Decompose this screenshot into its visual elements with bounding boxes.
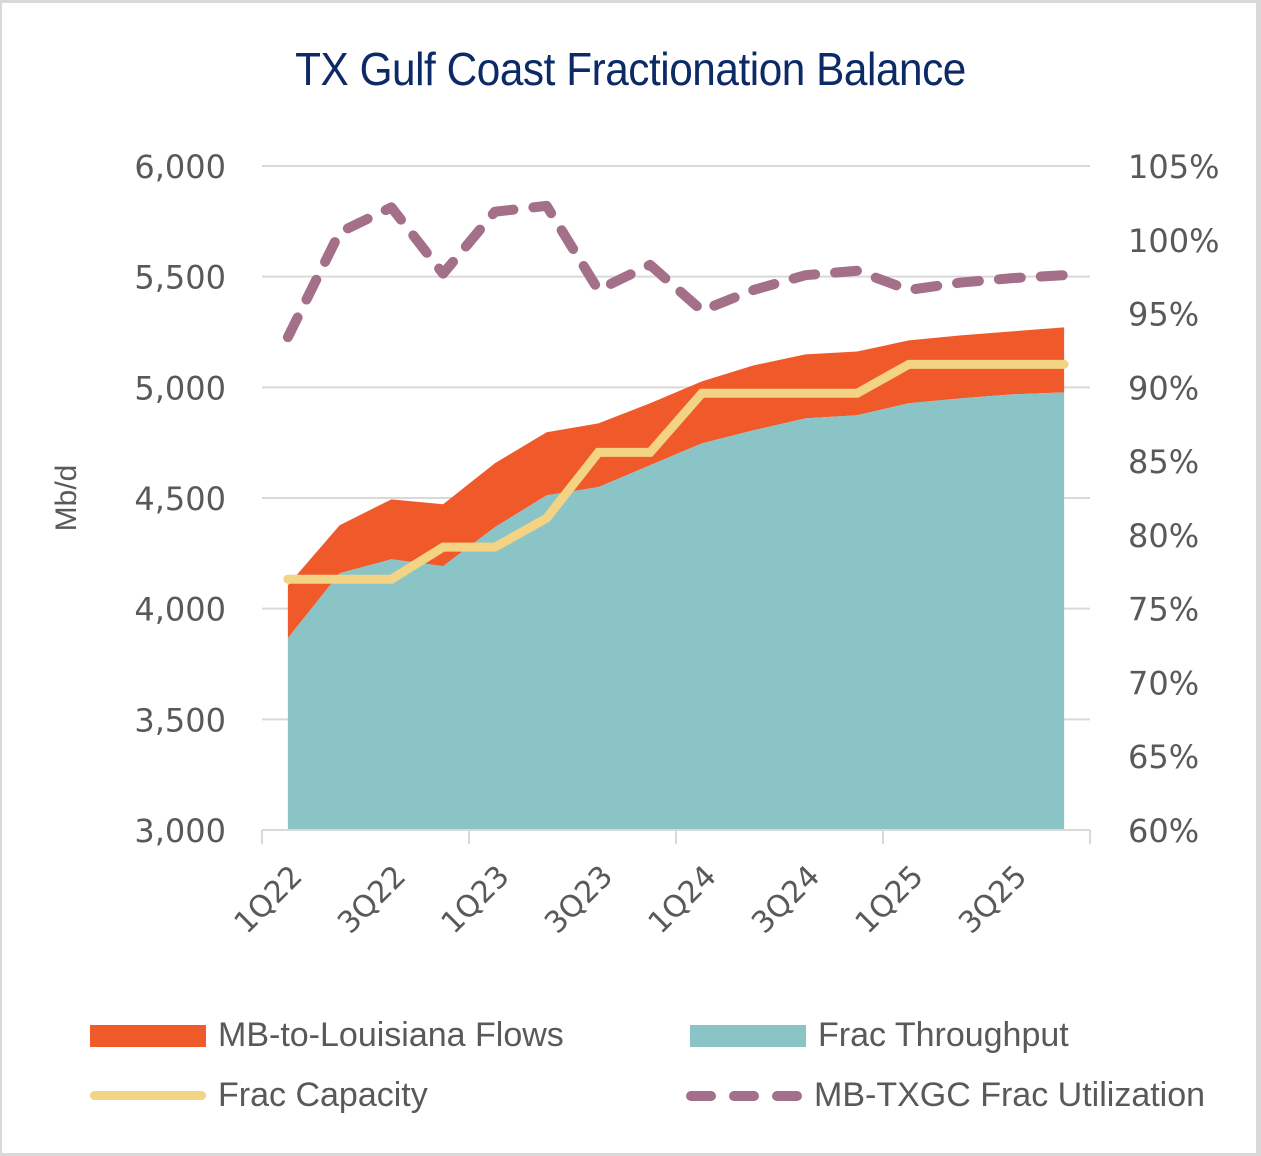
x-tick-label: 1Q25 <box>849 859 931 941</box>
y2-tick-label: 80% <box>1128 517 1199 555</box>
y2-tick-label: 95% <box>1128 296 1199 334</box>
line-layers <box>282 200 1070 584</box>
x-tick-label: 1Q24 <box>642 859 724 941</box>
legend-item-frac-utilization[interactable]: MB-TXGC Frac Utilization <box>686 1076 1205 1115</box>
legend-label: Frac Throughput <box>818 1016 1069 1054</box>
y-axis-label: Mb/d <box>50 465 83 532</box>
y2-tick-label: 70% <box>1128 664 1199 702</box>
legend-label: MB-to-Louisiana Flows <box>218 1016 564 1054</box>
y2-tick-label: 105% <box>1128 148 1219 186</box>
x-tick-label: 1Q22 <box>228 859 310 941</box>
x-tick-label: 3Q22 <box>331 859 413 941</box>
legend-swatch-dash <box>686 1090 802 1101</box>
legend-label: MB-TXGC Frac Utilization <box>814 1076 1206 1114</box>
y-tick-label: 5,500 <box>134 259 226 297</box>
y-tick-label: 3,000 <box>134 812 226 850</box>
y-tick-label: 6,000 <box>134 148 226 186</box>
chart-title: TX Gulf Coast Fractionation Balance <box>295 43 966 95</box>
legend-swatch-orange <box>90 1024 206 1047</box>
legend-label: Frac Capacity <box>218 1076 428 1114</box>
y-tick-label: 4,000 <box>134 591 226 629</box>
legend-swatch-line <box>90 1091 206 1100</box>
legend-swatch-teal <box>690 1024 806 1047</box>
y2-tick-label: 90% <box>1128 369 1199 407</box>
y2-tick-label: 100% <box>1128 222 1219 260</box>
legend-item-frac-capacity[interactable]: Frac Capacity <box>90 1076 428 1115</box>
line-frac-capacity <box>283 359 1069 584</box>
area-mb-to-louisiana <box>287 327 1065 639</box>
y2-tick-label: 60% <box>1128 812 1199 850</box>
x-tick-label: 1Q23 <box>435 859 517 941</box>
line-frac-utilization <box>282 200 1070 343</box>
legend-item-mb-to-louisiana[interactable]: MB-to-Louisiana Flows <box>90 1016 564 1055</box>
y-tick-label: 3,500 <box>134 701 226 739</box>
y2-tick-label: 75% <box>1128 591 1199 629</box>
legend-item-frac-throughput[interactable]: Frac Throughput <box>690 1016 1069 1055</box>
x-tick-label: 3Q23 <box>538 859 620 941</box>
y-tick-label: 4,500 <box>134 480 226 518</box>
y2-tick-label: 65% <box>1128 738 1199 776</box>
y2-tick-label: 85% <box>1128 443 1199 481</box>
x-tick-label: 3Q25 <box>952 859 1034 941</box>
y-tick-label: 5,000 <box>134 369 226 407</box>
area-frac-throughput <box>287 392 1065 830</box>
area-layers <box>287 327 1065 830</box>
x-tick-label: 3Q24 <box>745 859 827 941</box>
